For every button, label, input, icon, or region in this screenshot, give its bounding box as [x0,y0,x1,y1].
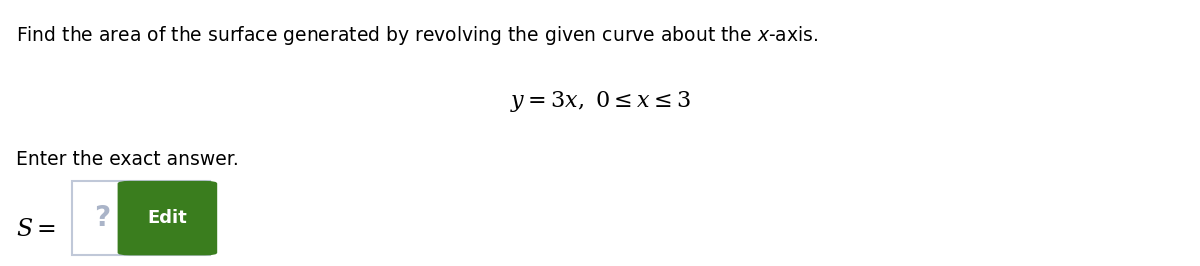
Text: Find the area of the surface generated by revolving the given curve about the $\: Find the area of the surface generated b… [16,24,818,47]
Text: ?: ? [94,204,110,232]
Text: Edit: Edit [148,209,187,227]
Text: $S =$: $S =$ [16,217,55,241]
Text: $y = 3x,\ 0 \leq x \leq 3$: $y = 3x,\ 0 \leq x \leq 3$ [510,89,690,114]
FancyBboxPatch shape [118,181,217,255]
Text: Enter the exact answer.: Enter the exact answer. [16,150,239,169]
FancyBboxPatch shape [72,181,210,255]
